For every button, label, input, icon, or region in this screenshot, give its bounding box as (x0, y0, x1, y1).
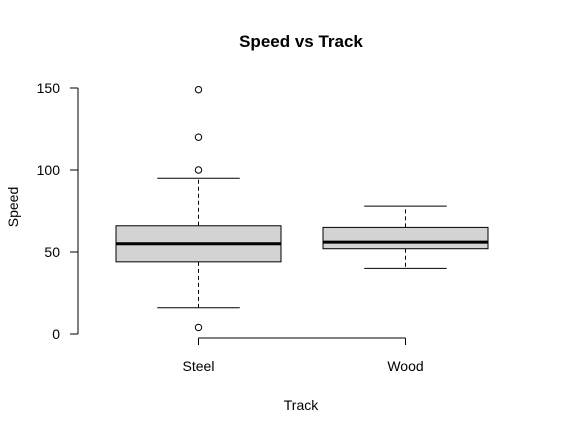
y-tick-label: 50 (44, 244, 60, 260)
box-wood (322, 205, 489, 269)
outlier-point (194, 85, 203, 94)
x-tick-label-wood: Wood (387, 358, 423, 374)
box-iqr (322, 226, 489, 250)
y-axis: 0 50 100 150 (37, 80, 79, 342)
chart-title: Speed vs Track (239, 32, 363, 51)
boxes-group (115, 85, 489, 332)
outlier-point (194, 166, 203, 174)
y-tick-label: 100 (37, 162, 61, 178)
outlier-point (194, 323, 203, 332)
x-tick-label-steel: Steel (183, 358, 215, 374)
x-axis: Steel Wood (183, 337, 424, 374)
box-steel (115, 85, 282, 332)
y-tick-label: 0 (52, 326, 60, 342)
y-tick-label: 150 (37, 80, 61, 96)
x-axis-label: Track (284, 397, 319, 413)
outlier-point (194, 133, 203, 141)
y-axis-label: Speed (5, 187, 21, 227)
